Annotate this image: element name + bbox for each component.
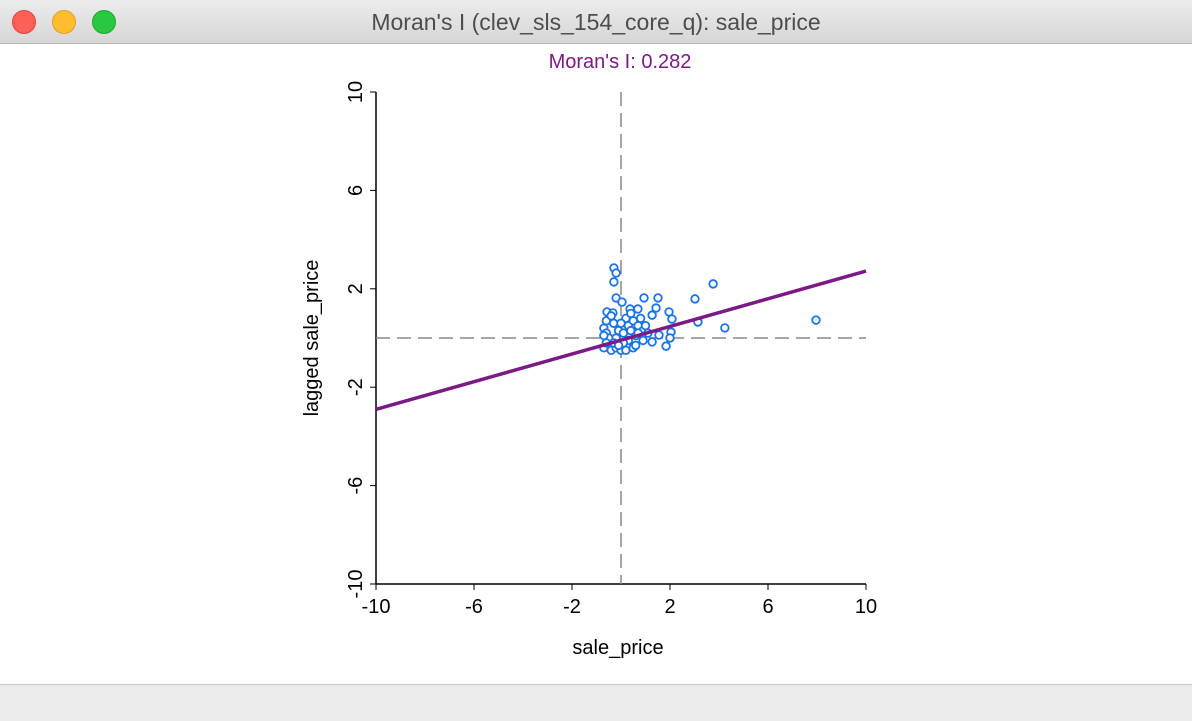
zoom-button[interactable] <box>92 10 116 34</box>
data-point <box>635 313 646 324</box>
data-point <box>661 341 671 351</box>
y-tick-label: -6 <box>345 477 367 495</box>
x-tick-label: 6 <box>762 596 773 618</box>
title-bar: Moran's I (clev_sls_154_core_q): sale_pr… <box>0 0 1192 44</box>
chart-title: Moran's I: 0.282 <box>549 51 692 73</box>
data-point <box>653 293 663 303</box>
x-tick-label: -2 <box>563 596 581 618</box>
data-point <box>599 330 609 341</box>
y-tick-label: 6 <box>345 185 367 196</box>
x-axis-label: sale_price <box>572 637 663 659</box>
y-tick-label: 2 <box>345 283 367 294</box>
data-point <box>638 335 648 346</box>
data-point <box>639 293 649 303</box>
data-point <box>633 304 643 314</box>
x-tick-label: -6 <box>465 596 483 618</box>
minimize-button[interactable] <box>52 10 76 34</box>
data-point <box>654 330 664 340</box>
data-point <box>708 279 718 289</box>
data-point <box>640 321 651 331</box>
data-point <box>647 310 657 320</box>
data-point <box>667 314 677 324</box>
x-tick-label: -10 <box>362 596 391 618</box>
data-point <box>617 297 627 307</box>
data-point <box>651 303 661 313</box>
data-point <box>611 268 621 278</box>
data-point <box>647 337 657 347</box>
y-tick-label: 10 <box>345 81 367 103</box>
data-point <box>606 311 616 321</box>
y-tick-label: -10 <box>345 570 367 599</box>
x-tick-label: 10 <box>855 596 877 618</box>
data-point <box>690 294 700 304</box>
y-tick-label: -2 <box>345 378 367 396</box>
close-button[interactable] <box>12 10 36 34</box>
data-point <box>626 308 636 319</box>
data-point <box>631 340 641 351</box>
data-point <box>665 333 675 343</box>
data-point <box>616 318 626 328</box>
data-point <box>609 277 619 287</box>
y-axis-label: lagged sale_price <box>301 260 323 417</box>
data-point <box>720 323 730 333</box>
x-tick-label: 2 <box>664 596 675 618</box>
window-title: Moran's I (clev_sls_154_core_q): sale_pr… <box>371 9 821 35</box>
regression-line <box>375 269 867 412</box>
data-point <box>811 315 821 325</box>
moran-scatter-plot: Moran's I: 0.282 -10 -6 -2 2 6 10-10-6-22610 … <box>301 51 877 659</box>
status-bar <box>0 684 1192 721</box>
